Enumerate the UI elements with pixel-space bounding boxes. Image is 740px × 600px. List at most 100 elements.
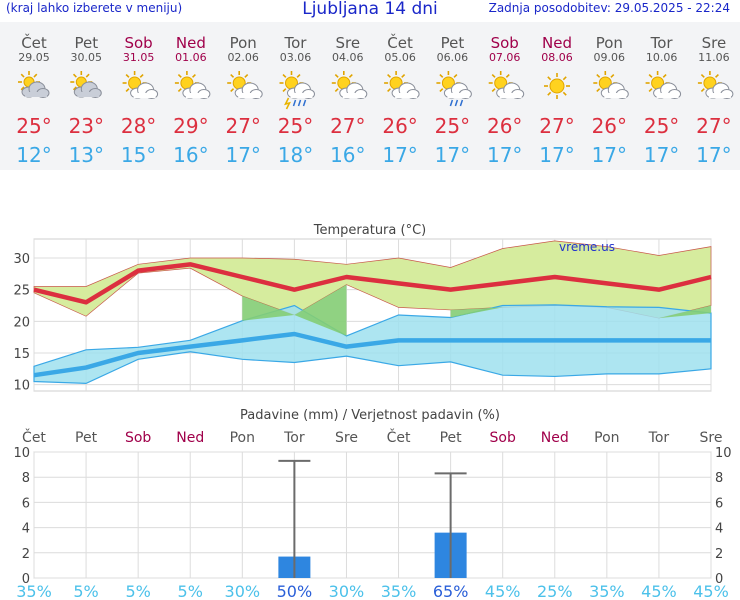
last-update: Zadnja posodobitev: 29.05.2025 - 22:24 <box>488 1 730 15</box>
day-date: 10.06 <box>646 51 678 64</box>
partly-cloudy-icon <box>70 71 102 98</box>
x-category-label: Pon <box>230 430 255 446</box>
precipitation-probability: 25% <box>537 582 573 600</box>
max-temperature: 27° <box>225 114 260 138</box>
precipitation-probability: 30% <box>329 582 365 600</box>
rain-drop <box>292 99 297 107</box>
x-category-label: Pet <box>75 430 98 446</box>
y-tick-label-left: 10 <box>13 446 30 461</box>
sun-ray <box>562 91 567 96</box>
sun-cloud-icon <box>331 71 368 99</box>
precipitation-probability: 45% <box>693 582 729 600</box>
sun-ray <box>387 73 392 78</box>
sun-ray <box>177 88 182 93</box>
day-name: Pon <box>596 34 623 52</box>
temperature-chart: Temperatura (°C) 10 15 20 25 30 vreme.us <box>13 223 712 394</box>
page-title: Ljubljana 14 dni <box>302 0 438 19</box>
min-temperature: 17° <box>696 143 731 167</box>
precipitation-probability: 35% <box>16 582 52 600</box>
sun-ray <box>453 73 458 78</box>
max-temperature: 25° <box>435 114 470 138</box>
sun-ray <box>610 73 615 78</box>
x-category-label: Čet <box>387 428 411 446</box>
sun-cloud-icon <box>384 71 420 99</box>
day-name: Ned <box>176 34 206 52</box>
min-temperature: 17° <box>225 143 260 167</box>
max-temperature: 27° <box>696 114 731 138</box>
day-date: 07.06 <box>489 51 521 64</box>
rain-drop <box>459 99 464 107</box>
y-tick-label-left: 8 <box>22 471 30 486</box>
sun-rain-icon <box>436 71 472 107</box>
precipitation-plot-area <box>33 451 712 579</box>
sun-ray <box>596 88 601 93</box>
min-temperature: 17° <box>435 143 470 167</box>
min-temperature-line <box>33 331 711 378</box>
day-date: 03.06 <box>280 51 312 64</box>
sun-ray <box>296 73 301 78</box>
day-name: Sre <box>702 34 727 52</box>
sun-icon <box>544 73 570 99</box>
min-temperature: 13° <box>69 143 104 167</box>
x-category-label: Tor <box>648 430 670 446</box>
precipitation-probability: 50% <box>277 582 313 600</box>
sun-ray <box>230 88 235 93</box>
sun-ray <box>20 86 25 91</box>
sun-ray <box>72 73 77 78</box>
sun-ray <box>648 88 653 93</box>
max-temperature-line <box>33 262 712 305</box>
sun-ray <box>662 73 667 78</box>
cloud-part <box>238 93 261 98</box>
sun-ray <box>282 73 287 78</box>
precipitation-probability: 65% <box>433 582 469 600</box>
sun-ray <box>491 73 496 78</box>
precipitation-probability: 45% <box>485 582 521 600</box>
watermark: vreme.us <box>559 240 615 254</box>
day-date: 06.06 <box>437 51 469 64</box>
day-name: Sre <box>336 34 361 52</box>
sun-ray <box>191 73 196 78</box>
cloud-part <box>133 93 156 98</box>
sun-ray <box>72 86 77 91</box>
x-category-label: Sre <box>700 430 723 446</box>
max-temperature: 26° <box>382 114 417 138</box>
sun-ray <box>177 73 182 78</box>
max-temperature: 25° <box>644 114 679 138</box>
sun-ray <box>439 88 444 93</box>
min-temperature: 17° <box>592 143 627 167</box>
day-name: Tor <box>284 34 308 52</box>
sun-ray <box>20 73 25 78</box>
max-temperature: 27° <box>330 114 365 138</box>
day-name: Čet <box>387 33 413 52</box>
x-category-label: Sob <box>490 430 516 446</box>
precipitation-chart-title: Padavine (mm) / Verjetnost padavin (%) <box>240 408 500 423</box>
precipitation-probability: 35% <box>589 582 625 600</box>
sun-cloud-icon <box>174 71 211 99</box>
sun-ray <box>85 73 90 78</box>
y-tick-label-left: 4 <box>22 522 30 537</box>
rain-drop <box>449 99 454 107</box>
y-tick-label: 15 <box>13 347 30 362</box>
max-temperature: 26° <box>592 114 627 138</box>
min-temperature: 17° <box>539 143 574 167</box>
max-temperature: 26° <box>487 114 522 138</box>
sun-ray <box>401 73 406 78</box>
x-category-label: Pet <box>440 430 463 446</box>
y-tick-label-right: 4 <box>715 522 723 537</box>
cloud-part <box>342 93 365 98</box>
sun-ray <box>505 73 510 78</box>
rain-drop <box>454 99 459 107</box>
sun-ray <box>244 73 249 78</box>
sun-ray <box>547 76 552 81</box>
day-name: Sob <box>124 34 152 52</box>
y-tick-label: 10 <box>13 379 30 394</box>
day-date: 05.06 <box>384 51 416 64</box>
sun-ray <box>596 73 601 78</box>
y-tick-label-right: 2 <box>715 547 723 562</box>
